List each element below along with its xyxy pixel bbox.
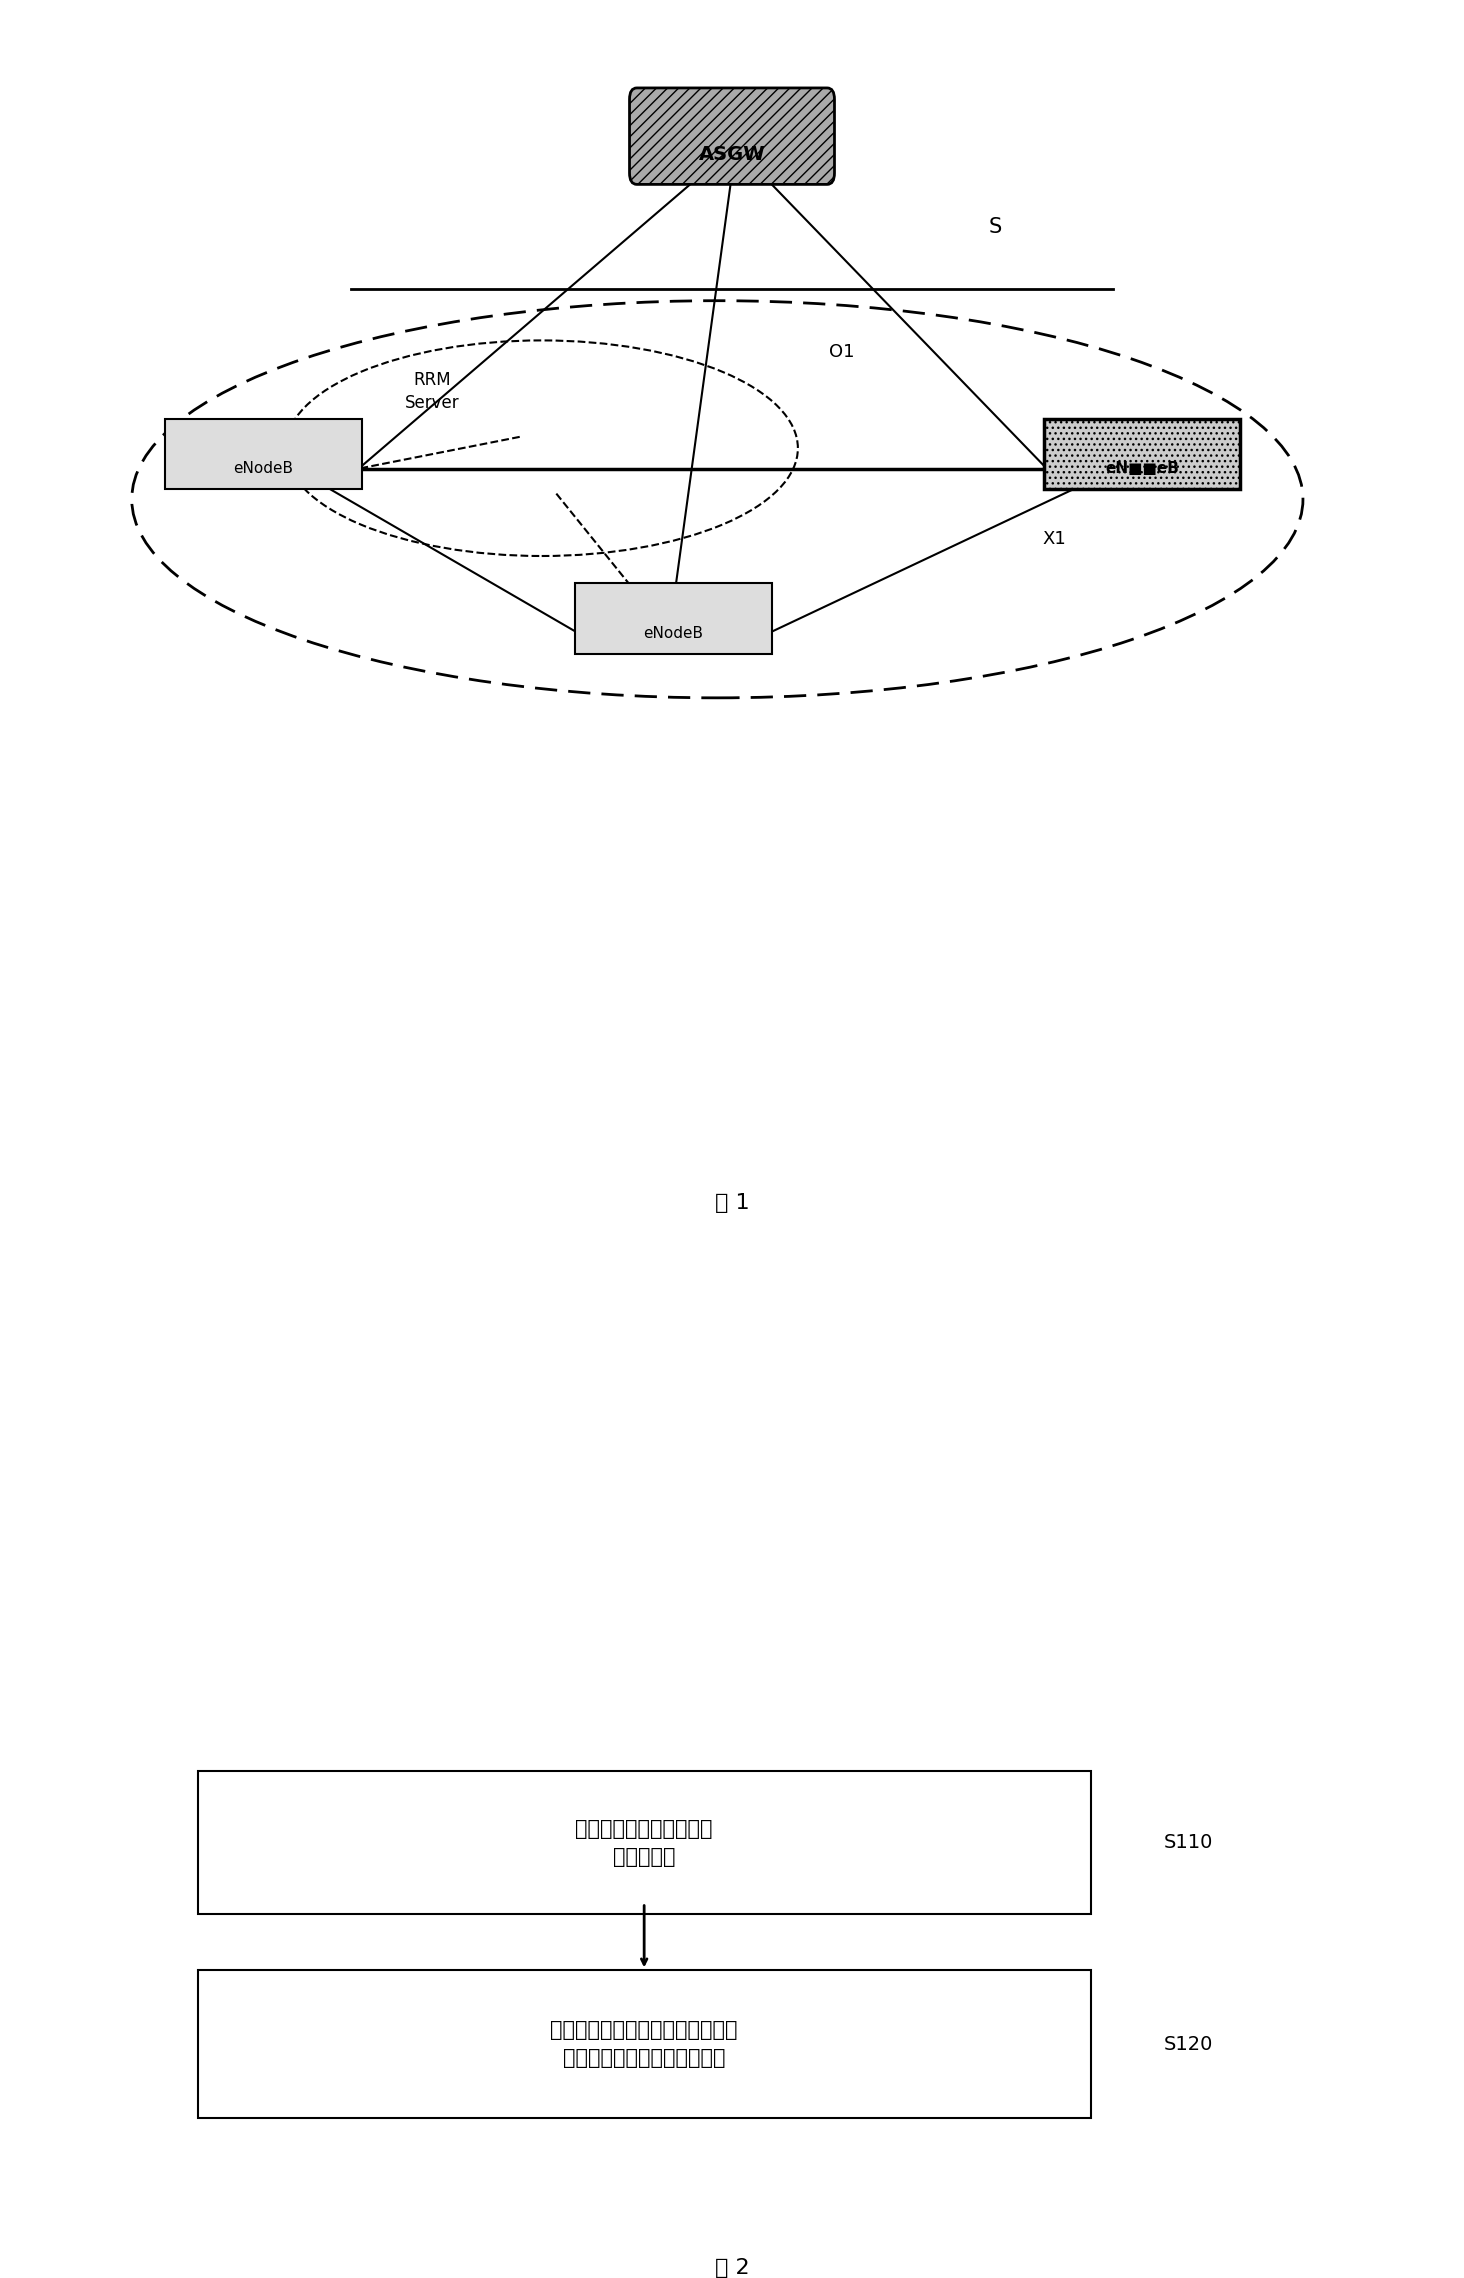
FancyBboxPatch shape bbox=[575, 583, 772, 654]
Text: RRM
Server: RRM Server bbox=[404, 371, 460, 412]
Text: 终端依据所述测量控制消息中指定
的测量方式对邻小区进行测量: 终端依据所述测量控制消息中指定 的测量方式对邻小区进行测量 bbox=[550, 2021, 738, 2068]
FancyBboxPatch shape bbox=[165, 419, 362, 490]
Text: eNodeB: eNodeB bbox=[234, 460, 293, 476]
Text: S: S bbox=[988, 216, 1003, 237]
FancyBboxPatch shape bbox=[198, 1772, 1091, 1914]
Text: eNodeB: eNodeB bbox=[644, 626, 703, 640]
FancyBboxPatch shape bbox=[630, 89, 834, 185]
Text: S120: S120 bbox=[1164, 2034, 1214, 2055]
FancyBboxPatch shape bbox=[198, 1970, 1091, 2119]
Text: 图 1: 图 1 bbox=[714, 1194, 750, 1212]
Text: O1: O1 bbox=[829, 342, 855, 360]
Text: ASGW: ASGW bbox=[698, 146, 766, 164]
Text: X1: X1 bbox=[1042, 531, 1066, 549]
Text: S110: S110 bbox=[1164, 1834, 1214, 1852]
FancyBboxPatch shape bbox=[1044, 419, 1240, 490]
Text: eN■■eB: eN■■eB bbox=[1105, 460, 1179, 476]
Text: 图 2: 图 2 bbox=[714, 2257, 750, 2278]
Text: 终端接收网络侧下发的测
量控制消息: 终端接收网络侧下发的测 量控制消息 bbox=[575, 1818, 713, 1866]
